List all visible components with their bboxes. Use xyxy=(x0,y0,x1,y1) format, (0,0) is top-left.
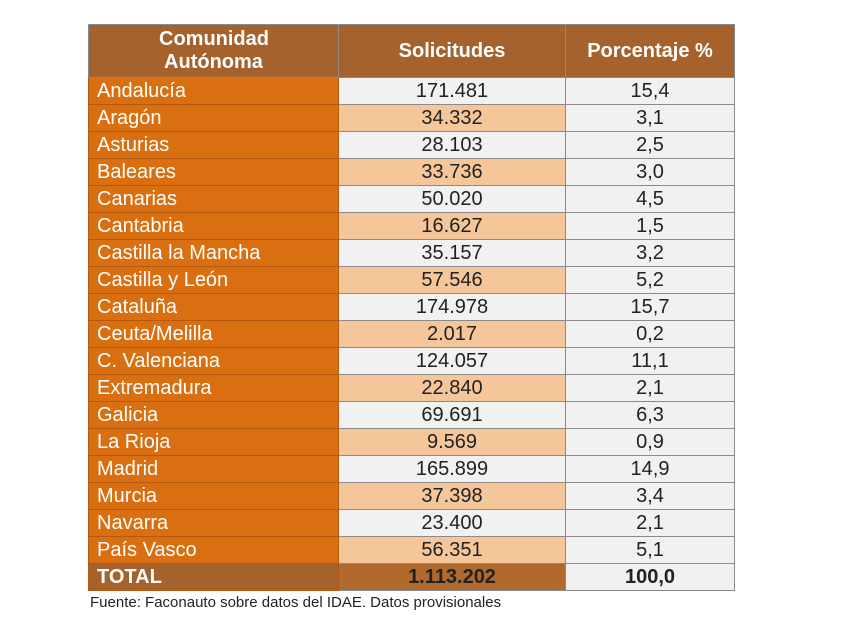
community-cell: Galicia xyxy=(88,401,339,429)
requests-cell: 174.978 xyxy=(338,293,566,321)
table-row: Murcia 37.398 3,4 xyxy=(88,482,735,510)
requests-cell: 124.057 xyxy=(338,347,566,375)
table-row: País Vasco 56.351 5,1 xyxy=(88,536,735,564)
percent-cell: 11,1 xyxy=(565,347,735,375)
header-percent: Porcentaje % xyxy=(565,24,735,78)
table-row: C. Valenciana 124.057 11,1 xyxy=(88,347,735,375)
table-row: Asturias 28.103 2,5 xyxy=(88,131,735,159)
community-cell: Aragón xyxy=(88,104,339,132)
header-row: Comunidad Autónoma Solicitudes Porcentaj… xyxy=(88,24,735,78)
source-note: Fuente: Faconauto sobre datos del IDAE. … xyxy=(90,594,502,611)
table-row: Andalucía 171.481 15,4 xyxy=(88,77,735,105)
community-cell: TOTAL xyxy=(88,563,339,591)
table-row: Navarra 23.400 2,1 xyxy=(88,509,735,537)
percent-cell: 2,1 xyxy=(565,509,735,537)
requests-cell: 37.398 xyxy=(338,482,566,510)
total-row: TOTAL 1.113.202 100,0 xyxy=(88,563,735,591)
community-cell: Cataluña xyxy=(88,293,339,321)
table-row: Canarias 50.020 4,5 xyxy=(88,185,735,213)
community-cell: Navarra xyxy=(88,509,339,537)
table-row: Aragón 34.332 3,1 xyxy=(88,104,735,132)
requests-cell: 1.113.202 xyxy=(338,563,566,591)
requests-cell: 69.691 xyxy=(338,401,566,429)
community-cell: Baleares xyxy=(88,158,339,186)
community-cell: Murcia xyxy=(88,482,339,510)
community-cell: Extremadura xyxy=(88,374,339,402)
community-cell: La Rioja xyxy=(88,428,339,456)
percent-cell: 4,5 xyxy=(565,185,735,213)
percent-cell: 14,9 xyxy=(565,455,735,483)
table-row: Madrid 165.899 14,9 xyxy=(88,455,735,483)
header-community: Comunidad Autónoma xyxy=(88,24,339,78)
percent-cell: 2,5 xyxy=(565,131,735,159)
percent-cell: 3,2 xyxy=(565,239,735,267)
percent-cell: 3,4 xyxy=(565,482,735,510)
requests-cell: 50.020 xyxy=(338,185,566,213)
percent-cell: 5,2 xyxy=(565,266,735,294)
requests-cell: 2.017 xyxy=(338,320,566,348)
table-row: Extremadura 22.840 2,1 xyxy=(88,374,735,402)
requests-cell: 22.840 xyxy=(338,374,566,402)
percent-cell: 5,1 xyxy=(565,536,735,564)
community-cell: C. Valenciana xyxy=(88,347,339,375)
requests-table: Comunidad Autónoma Solicitudes Porcentaj… xyxy=(88,24,735,591)
requests-cell: 34.332 xyxy=(338,104,566,132)
percent-cell: 6,3 xyxy=(565,401,735,429)
table-row: Castilla la Mancha 35.157 3,2 xyxy=(88,239,735,267)
table-row: Galicia 69.691 6,3 xyxy=(88,401,735,429)
requests-cell: 33.736 xyxy=(338,158,566,186)
table-row: Cataluña 174.978 15,7 xyxy=(88,293,735,321)
community-cell: Ceuta/Melilla xyxy=(88,320,339,348)
requests-cell: 35.157 xyxy=(338,239,566,267)
percent-cell: 3,0 xyxy=(565,158,735,186)
table-row: Ceuta/Melilla 2.017 0,2 xyxy=(88,320,735,348)
percent-cell: 15,7 xyxy=(565,293,735,321)
community-cell: Canarias xyxy=(88,185,339,213)
table-row: Baleares 33.736 3,0 xyxy=(88,158,735,186)
community-cell: Castilla la Mancha xyxy=(88,239,339,267)
percent-cell: 100,0 xyxy=(565,563,735,591)
percent-cell: 1,5 xyxy=(565,212,735,240)
requests-cell: 56.351 xyxy=(338,536,566,564)
header-requests: Solicitudes xyxy=(338,24,566,78)
requests-cell: 16.627 xyxy=(338,212,566,240)
requests-cell: 171.481 xyxy=(338,77,566,105)
requests-cell: 23.400 xyxy=(338,509,566,537)
percent-cell: 2,1 xyxy=(565,374,735,402)
percent-cell: 0,9 xyxy=(565,428,735,456)
percent-cell: 3,1 xyxy=(565,104,735,132)
requests-cell: 57.546 xyxy=(338,266,566,294)
community-cell: Andalucía xyxy=(88,77,339,105)
community-cell: Cantabria xyxy=(88,212,339,240)
table-row: Cantabria 16.627 1,5 xyxy=(88,212,735,240)
requests-cell: 28.103 xyxy=(338,131,566,159)
table-row: Castilla y León 57.546 5,2 xyxy=(88,266,735,294)
table-row: La Rioja 9.569 0,9 xyxy=(88,428,735,456)
percent-cell: 0,2 xyxy=(565,320,735,348)
community-cell: Asturias xyxy=(88,131,339,159)
community-cell: Madrid xyxy=(88,455,339,483)
community-cell: Castilla y León xyxy=(88,266,339,294)
requests-cell: 9.569 xyxy=(338,428,566,456)
percent-cell: 15,4 xyxy=(565,77,735,105)
requests-cell: 165.899 xyxy=(338,455,566,483)
community-cell: País Vasco xyxy=(88,536,339,564)
